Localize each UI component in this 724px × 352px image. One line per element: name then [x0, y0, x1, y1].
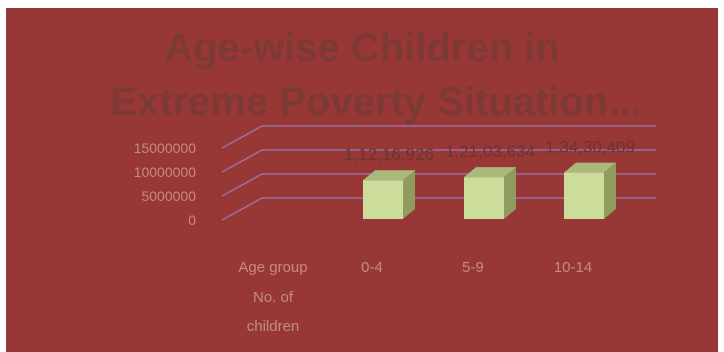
y-tick-label: 15000000	[134, 140, 197, 156]
y-tick-label: 0	[188, 212, 196, 228]
y-tick-label: 10000000	[134, 164, 197, 180]
category-label: 10-14	[554, 259, 592, 276]
row-header-line-3: children	[247, 318, 300, 335]
chart-title-line-1: Age-wise Children in	[164, 26, 560, 70]
bar-top	[363, 170, 415, 181]
category-label: 5-9	[462, 259, 484, 276]
row-header: Age group No. of children	[238, 259, 307, 335]
bar-top	[564, 162, 616, 173]
chart-title-line-2: Extreme Poverty Situation...	[110, 80, 641, 124]
data-label: 1,12,16,926	[344, 145, 434, 164]
bar	[363, 170, 415, 219]
data-label: 1,21,03,634	[445, 142, 535, 161]
row-header-line-2: No. of	[253, 289, 294, 306]
data-label: 1,34,30,409	[545, 138, 635, 157]
row-header-line-1: Age group	[238, 259, 307, 276]
category-labels: 0-4 5-9 10-14	[361, 259, 592, 276]
bar-front	[564, 172, 604, 219]
bar-front	[464, 177, 504, 219]
gridline-depth	[221, 149, 263, 173]
data-labels: 1,12,16,926 1,21,03,634 1,34,30,409	[344, 138, 635, 165]
bar-side	[504, 167, 516, 219]
bar	[564, 162, 616, 219]
gridline-depth	[221, 125, 263, 149]
gridline-depth	[221, 197, 263, 221]
bar-top	[464, 167, 516, 178]
y-tick-label: 5000000	[141, 188, 196, 204]
gridline-depth	[221, 173, 263, 197]
category-label: 0-4	[361, 259, 383, 276]
bars	[363, 162, 616, 219]
y-axis-ticks: 0 5000000 10000000 15000000	[134, 140, 197, 228]
bar-side	[403, 170, 415, 219]
bar-side	[604, 162, 616, 219]
bar-front	[363, 180, 403, 219]
bar	[464, 167, 516, 219]
chart-title: Age-wise Children in Extreme Poverty Sit…	[110, 26, 641, 124]
